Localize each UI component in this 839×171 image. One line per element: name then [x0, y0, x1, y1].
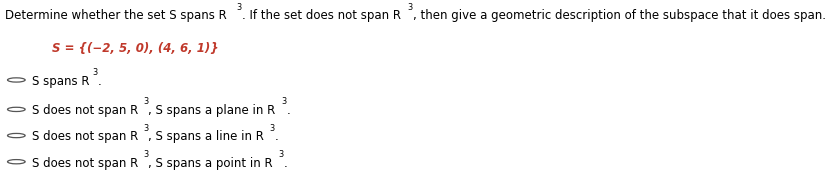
Text: S does not span R: S does not span R — [32, 130, 138, 143]
Text: Determine whether the set S spans R: Determine whether the set S spans R — [5, 9, 227, 22]
Text: S = {(−2, 5, 0), (4, 6, 1)}: S = {(−2, 5, 0), (4, 6, 1)} — [52, 42, 219, 55]
Text: 3: 3 — [143, 97, 149, 107]
Text: .: . — [97, 75, 102, 88]
Text: S spans R: S spans R — [32, 75, 90, 88]
Text: 3: 3 — [279, 150, 284, 159]
Text: . If the set does not span R: . If the set does not span R — [242, 9, 401, 22]
Text: .: . — [287, 104, 290, 117]
Text: 3: 3 — [237, 3, 242, 12]
Text: 3: 3 — [143, 124, 149, 133]
Text: 3: 3 — [143, 150, 149, 159]
Text: , S spans a plane in R: , S spans a plane in R — [149, 104, 276, 117]
Text: .: . — [284, 157, 288, 170]
Text: S does not span R: S does not span R — [32, 157, 138, 170]
Text: , then give a geometric description of the subspace that it does span.: , then give a geometric description of t… — [414, 9, 826, 22]
Text: 3: 3 — [92, 68, 97, 77]
Text: S does not span R: S does not span R — [32, 104, 138, 117]
Text: , S spans a point in R: , S spans a point in R — [149, 157, 273, 170]
Text: , S spans a line in R: , S spans a line in R — [149, 130, 264, 143]
Text: .: . — [275, 130, 279, 143]
Text: 3: 3 — [281, 97, 286, 107]
Text: 3: 3 — [269, 124, 274, 133]
Text: 3: 3 — [408, 3, 413, 12]
